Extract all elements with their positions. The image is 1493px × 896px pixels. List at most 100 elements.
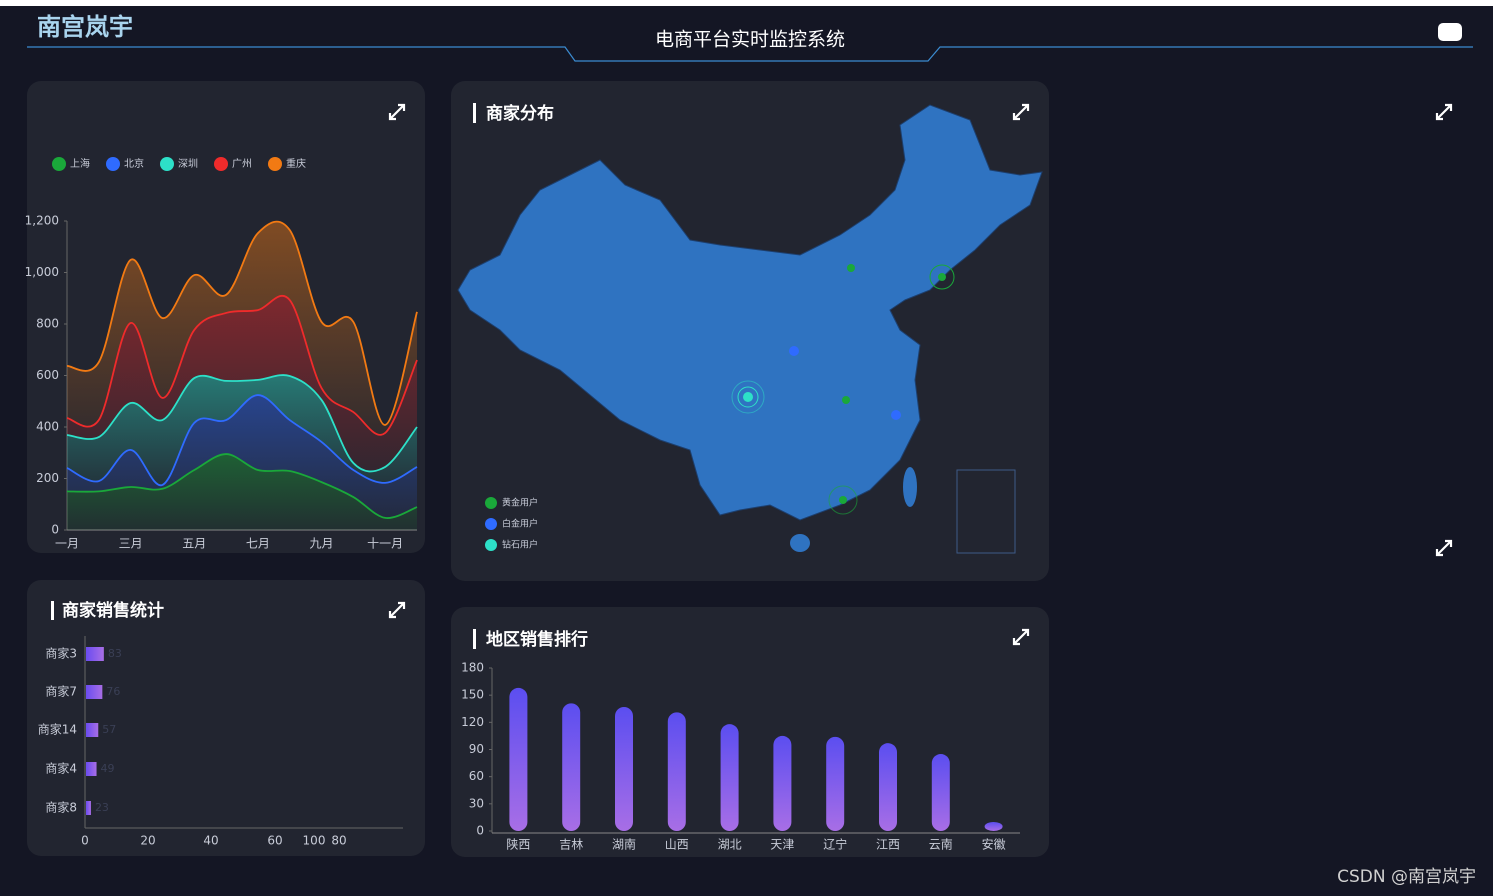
bar	[773, 735, 792, 831]
bar	[509, 687, 528, 831]
bar	[984, 821, 1003, 831]
taiwan	[903, 467, 917, 507]
y-tick-label: 1,000	[25, 265, 59, 279]
y-tick-label: 180	[461, 661, 484, 675]
x-tick-label: 100	[303, 834, 326, 848]
value-label: 76	[106, 685, 120, 698]
x-tick-label: 云南	[929, 837, 953, 852]
value-label: 49	[101, 762, 115, 775]
bar	[826, 736, 845, 831]
y-tick-label: 60	[469, 769, 484, 783]
y-tick-label: 商家3	[45, 646, 77, 661]
inset-box	[956, 469, 1016, 554]
area	[67, 295, 417, 472]
y-tick-label: 0	[51, 523, 59, 537]
x-tick-label: 0	[81, 834, 89, 848]
y-tick-label: 150	[461, 688, 484, 702]
x-tick-label: 江西	[876, 838, 900, 852]
panel-title: 商家分布	[486, 103, 554, 124]
legend-marker	[52, 157, 66, 171]
x-tick-label: 五月	[182, 537, 206, 551]
panel-title: 地区销售排行	[486, 629, 588, 650]
bar	[86, 685, 103, 699]
line	[66, 220, 418, 426]
x-tick-label: 辽宁	[823, 837, 847, 852]
legend-marker	[485, 539, 497, 551]
title-bar	[51, 601, 54, 620]
x-tick-label: 七月	[246, 537, 270, 551]
x-tick-label: 三月	[119, 537, 143, 551]
x-tick-label: 天津	[770, 838, 794, 852]
y-tick-label: 30	[469, 796, 484, 810]
watermark: CSDN @南宫岚宇	[1337, 867, 1476, 887]
legend-marker	[160, 157, 174, 171]
x-tick-label: 湖北	[718, 837, 742, 852]
page-title: 电商平台实时监控系统	[655, 29, 845, 51]
panel	[451, 607, 1049, 857]
x-tick-label: 一月	[55, 537, 79, 551]
line	[66, 394, 418, 486]
legend-label: 深圳	[178, 158, 198, 170]
header-line	[27, 46, 1473, 62]
y-tick-label: 商家4	[45, 761, 77, 776]
map-dots	[731, 264, 955, 515]
hainan	[790, 534, 810, 552]
expand-icon[interactable]	[1435, 103, 1453, 121]
value-label: 57	[102, 723, 116, 736]
legend-label: 上海	[70, 157, 90, 170]
y-tick-label: 商家7	[45, 684, 77, 699]
legend-label: 北京	[124, 157, 144, 170]
y-tick-label: 0	[476, 824, 484, 838]
x-tick-label: 九月	[310, 537, 334, 551]
y-tick-label: 商家14	[38, 722, 77, 737]
x-tick-label: 80	[331, 834, 346, 848]
bar	[86, 801, 91, 815]
bar	[615, 706, 633, 831]
x-tick-label: 60	[267, 834, 282, 848]
area	[67, 395, 417, 519]
bar	[86, 762, 97, 776]
x-tick-label: 十一月	[367, 537, 403, 551]
top-border	[0, 0, 1493, 6]
bar	[667, 712, 686, 831]
x-tick-label: 40	[203, 834, 218, 848]
x-tick-label: 湖南	[612, 837, 636, 852]
legend-label: 黄金用户	[502, 497, 538, 509]
title-bar	[473, 103, 476, 123]
value-label: 83	[108, 647, 122, 660]
title-bar	[473, 629, 476, 649]
value-label: 23	[95, 801, 109, 814]
y-tick-label: 800	[36, 317, 59, 331]
line	[66, 453, 418, 519]
bar	[86, 647, 104, 661]
legend-marker	[268, 157, 282, 171]
area	[67, 375, 417, 486]
legend-marker	[106, 157, 120, 171]
x-tick-label: 山西	[665, 838, 689, 852]
legend-label: 广州	[232, 158, 252, 170]
expand-icon[interactable]	[1435, 539, 1453, 557]
bar	[562, 703, 581, 831]
theme-icon[interactable]	[1438, 23, 1462, 41]
bar	[86, 723, 99, 737]
x-tick-label: 陕西	[506, 837, 530, 852]
bar	[720, 724, 739, 831]
area	[67, 454, 417, 530]
bar	[931, 754, 950, 831]
legend-label: 重庆	[286, 157, 306, 170]
y-tick-label: 400	[36, 420, 59, 434]
line	[66, 374, 418, 473]
bar	[879, 743, 897, 831]
y-tick-label: 90	[469, 742, 484, 756]
y-tick-label: 200	[36, 471, 59, 485]
legend-marker	[214, 157, 228, 171]
y-tick-label: 商家8	[45, 800, 77, 815]
area	[67, 221, 417, 435]
legend-label: 白金用户	[502, 518, 538, 530]
y-tick-label: 1,200	[25, 214, 59, 228]
x-tick-label: 安徽	[982, 837, 1006, 852]
panel-title: 商家销售统计	[62, 600, 164, 621]
legend-label: 钻石用户	[502, 539, 538, 551]
